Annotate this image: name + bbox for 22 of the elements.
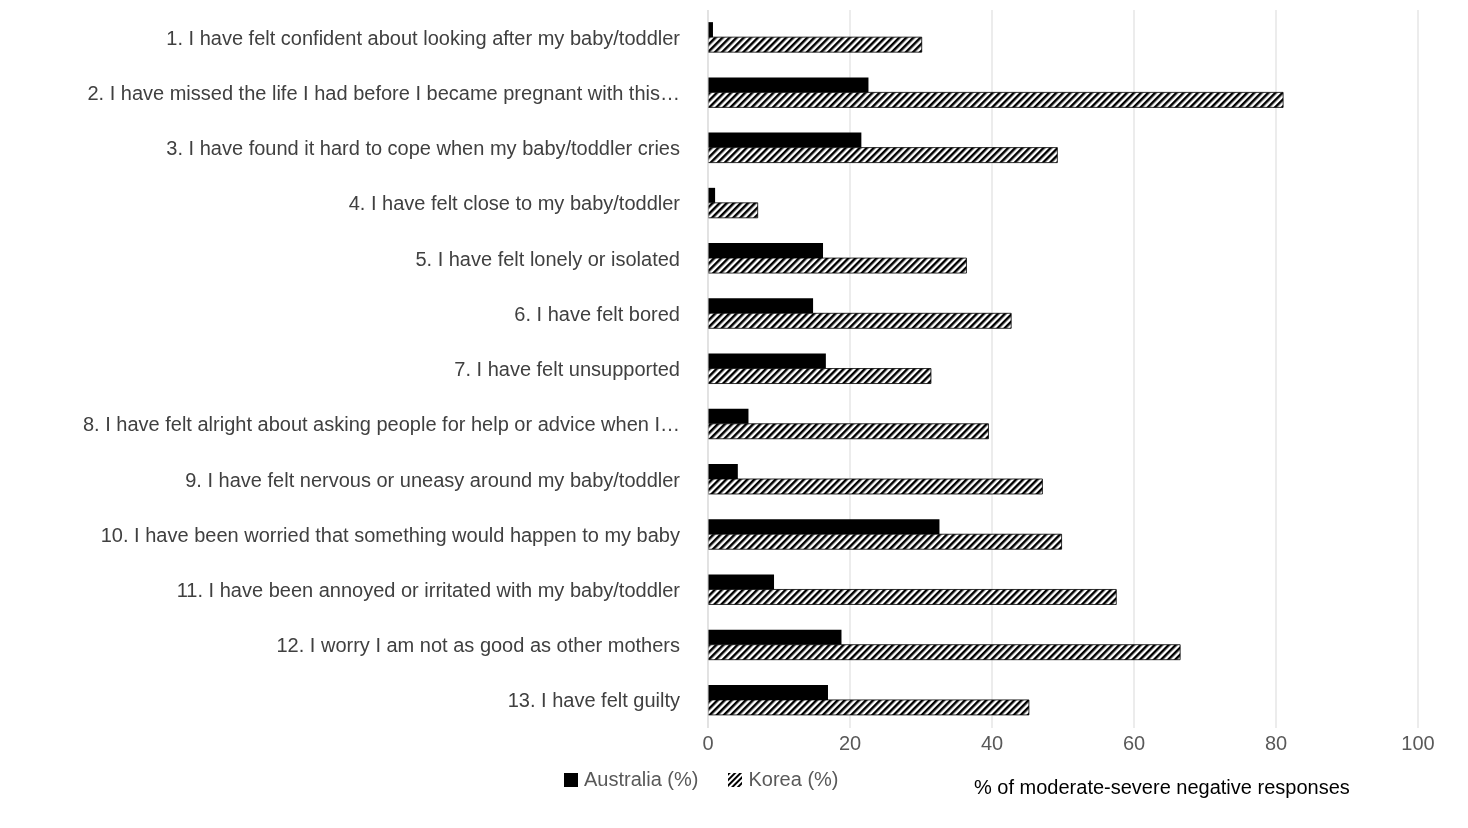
y-tick-label: 1. I have felt confident about looking after my baby/toddler: [166, 26, 681, 49]
x-tick-label: 40: [980, 732, 1004, 755]
y-tick-label: 6. I have felt bored: [514, 302, 680, 325]
text: Korea (%): [747, 768, 839, 791]
y-tick-label: 13. I have felt guilty: [507, 689, 680, 712]
y-tick-label: 3. I have found it hard to cope when my baby/toddler cries: [166, 137, 680, 160]
y-tick-label: 4. I have felt close to my baby/toddler: [348, 192, 681, 215]
y-tick-label: 10. I have been worried that something would happen to my baby: [100, 523, 680, 546]
x-tick-label: 60: [1122, 732, 1146, 755]
y-tick-label: 11. I have been annoyed or irritated with my baby/toddler: [176, 579, 681, 602]
y-tick-label: 8. I have felt alright about asking people for help or advice when I…: [82, 413, 680, 436]
y-tick-label: 5. I have felt lonely or isolated: [415, 247, 680, 270]
x-tick-label: 20: [838, 732, 862, 755]
y-tick-label: 2. I have missed the life I had before I became pregnant with this…: [87, 81, 680, 104]
y-tick-label: 9. I have felt nervous or uneasy around my baby/toddler: [185, 468, 681, 491]
x-tick-label: 80: [1264, 732, 1288, 755]
x-tick-label: 100: [1401, 732, 1435, 755]
legend-label: Australia (%): [583, 768, 699, 791]
x-axis-title: % of moderate-severe negative responses: [974, 776, 1350, 799]
x-tick-label: 0: [702, 732, 714, 755]
y-tick-label: 7. I have felt unsupported: [454, 358, 680, 381]
y-tick-label: 12. I worry I am not as good as other mothers: [276, 634, 680, 657]
